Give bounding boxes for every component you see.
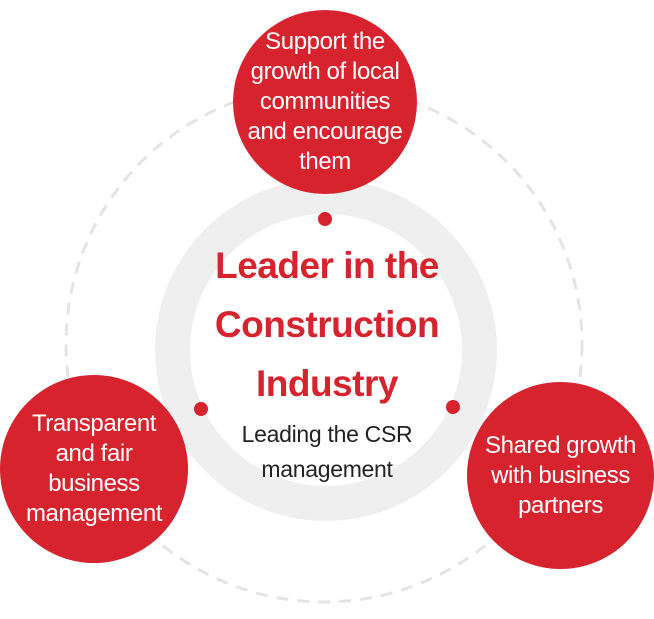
center-subtitle-line: management [261, 456, 393, 482]
outer-dashed-ring [64, 84, 584, 604]
node-shared-growth: Shared growth with business partners [467, 382, 654, 569]
node-label-line: them [299, 148, 351, 175]
center-label: Leader in the Construction Industry Lead… [170, 236, 484, 487]
node-label-line: Support the [265, 28, 385, 55]
center-subtitle-line: Leading the CSR [241, 421, 413, 447]
node-community-support: Support the growth of local communities … [233, 10, 417, 194]
center-disc [190, 214, 462, 486]
node-label-line: business [48, 470, 140, 497]
node-label-line: management [25, 500, 163, 527]
center-title-line: Construction [214, 304, 440, 345]
node-label: Transparent and fair business management [26, 409, 162, 529]
node-label: Shared growth with business partners [485, 431, 636, 521]
connector-dot-right [446, 400, 460, 414]
node-label-line: growth of local [250, 58, 400, 85]
node-label-line: and fair [55, 440, 133, 467]
connector-dot-left [194, 402, 208, 416]
node-label-line: with business [491, 461, 630, 489]
node-label-line: and encourage [247, 118, 403, 145]
node-label-line: Shared growth [485, 431, 636, 459]
center-subtitle: Leading the CSR management [170, 417, 484, 487]
center-title-line: Leader in the [215, 245, 439, 286]
connector-dot-top [318, 212, 332, 226]
center-title: Leader in the Construction Industry [170, 236, 484, 413]
node-label-line: Transparent [31, 410, 157, 437]
node-label: Support the growth of local communities … [248, 27, 403, 177]
node-label-line: communities [259, 88, 391, 115]
node-transparent-management: Transparent and fair business management [0, 375, 188, 563]
center-title-line: Industry [256, 363, 398, 404]
node-label-line: partners [518, 491, 603, 519]
